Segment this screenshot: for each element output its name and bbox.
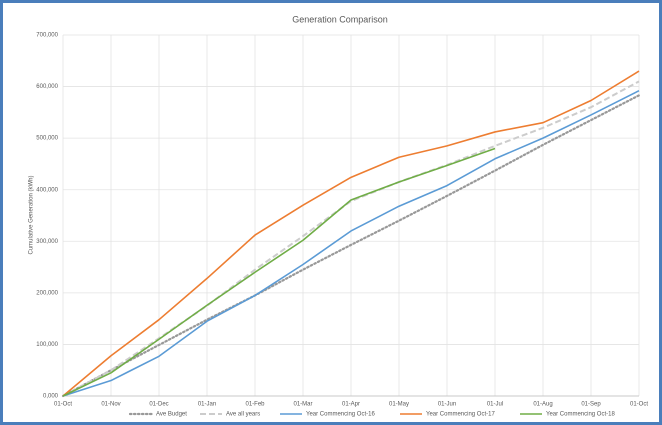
y-tick-label: 700,000 [36,33,58,39]
y-tick-label: 0,000 [43,394,59,400]
x-tick-label: 01-Jul [487,402,503,408]
x-tick-label: 01-Feb [245,402,265,408]
y-tick-label: 300,000 [36,239,58,245]
x-tick-label: 01-Dec [149,402,168,408]
x-tick-label: 01-Apr [342,402,360,408]
y-tick-label: 400,000 [36,187,58,193]
series-line [62,80,640,397]
legend-label: Ave all years [226,412,260,418]
legend-label: Year Commencing Oct-18 [546,412,615,418]
x-tick-label: 01-Aug [533,402,552,408]
series-line [62,147,496,397]
y-tick-label: 100,000 [36,342,58,348]
x-tick-label: 01-Oct [630,402,648,408]
legend-label: Year Commencing Oct-16 [306,412,375,418]
x-tick-label: 01-May [389,402,409,408]
y-tick-label: 500,000 [36,136,58,142]
y-axis-label: Cumulative Generation (kWh) [29,175,35,254]
x-tick-label: 01-Sep [581,402,601,408]
x-tick-label: 01-Jun [438,402,456,408]
x-tick-label: 01-Jan [198,402,216,408]
series-line [61,94,641,398]
series-line [62,89,640,397]
x-tick-label: 01-Nov [101,402,120,408]
legend-label: Ave Budget [156,412,187,418]
x-tick-label: 01-Mar [293,402,312,408]
legend-label: Year Commencing Oct-17 [426,412,495,418]
chart-title: Generation Comparison [292,14,388,24]
y-tick-label: 600,000 [36,84,58,90]
series-line [62,70,640,397]
y-tick-label: 200,000 [36,290,58,296]
x-tick-label: 01-Oct [54,402,72,408]
